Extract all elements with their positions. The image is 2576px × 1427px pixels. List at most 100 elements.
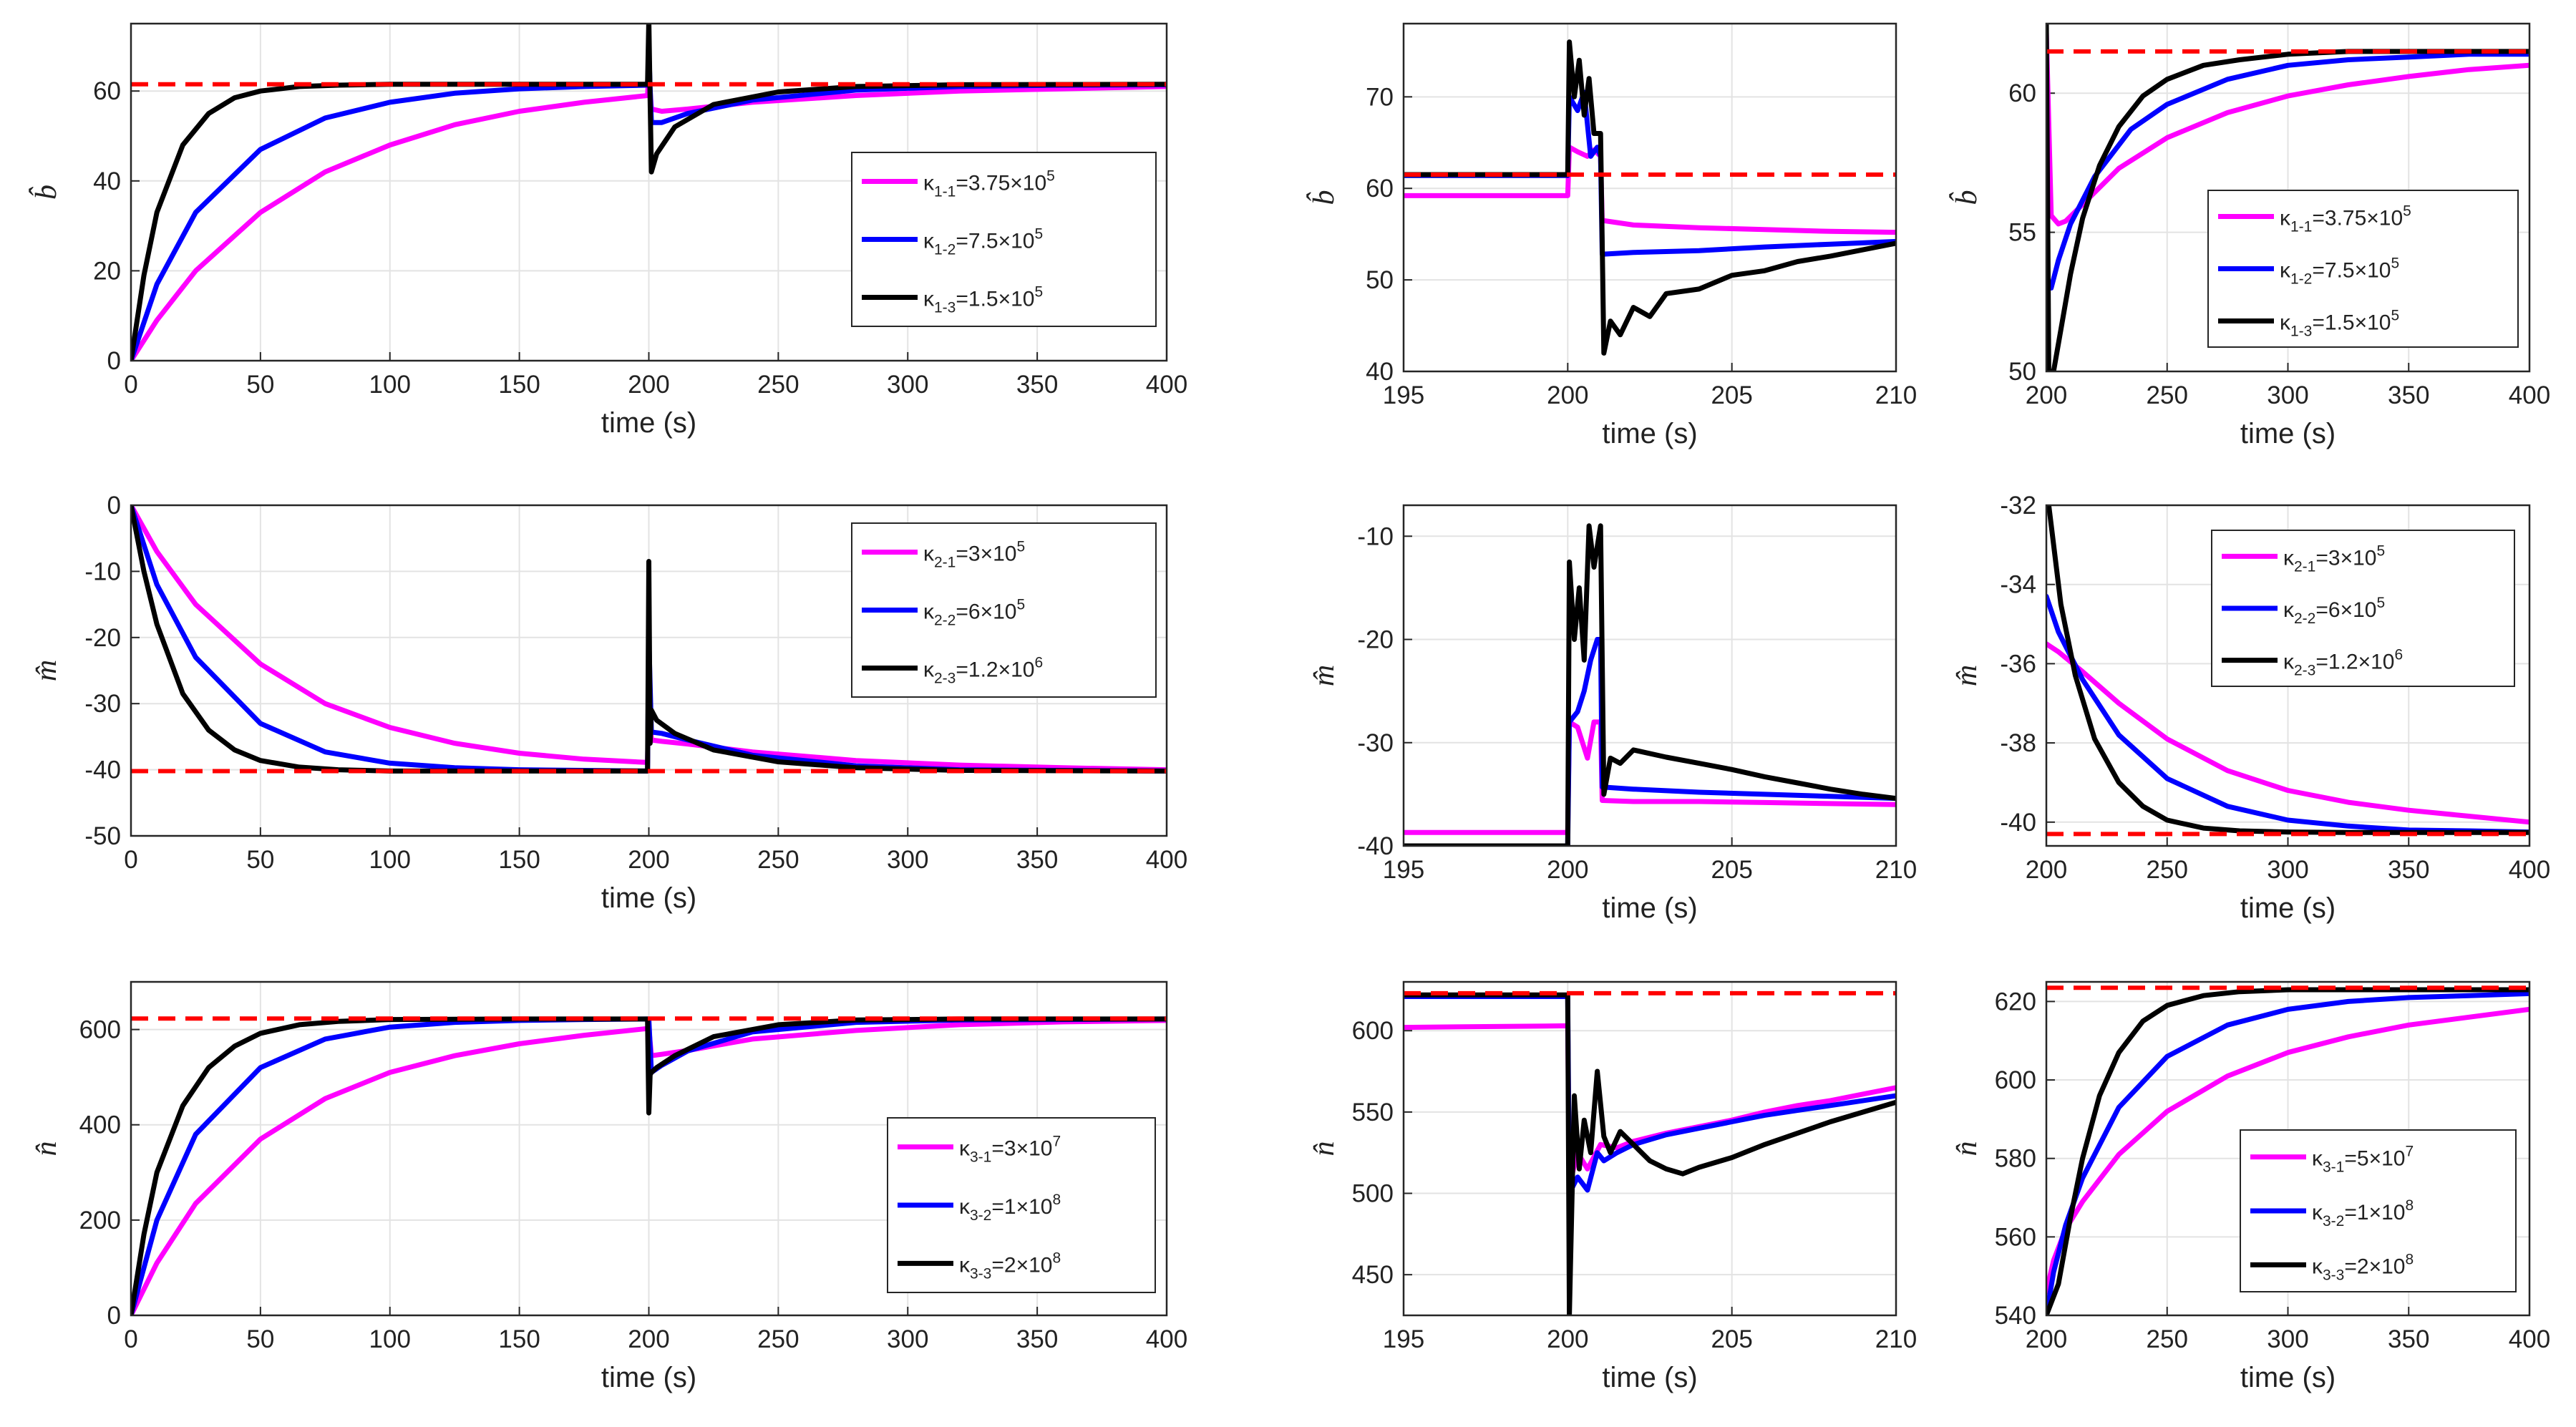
chart-n-zoom2: 200 250 300 350 400 540 560 580 600 620 time (s) n̂…	[1950, 980, 2550, 1393]
chart-b-full: 0 50 100 150 200 250 300 350 400 0 20 40 60 time (s) b…	[29, 22, 1187, 439]
x-tick-label: 205	[1711, 1325, 1752, 1353]
y-tick-label: 55	[2008, 219, 2036, 247]
x-tick-label: 200	[628, 371, 669, 399]
x-tick-label: 400	[2509, 1325, 2550, 1353]
x-tick-label: 150	[498, 1325, 540, 1353]
x-tick-label: 350	[1016, 371, 1058, 399]
chart-m-zoom2: 200 250 300 350 400 -40 -38 -36 -34 -32 time (s) m̂…	[1950, 492, 2550, 924]
x-tick-label: 250	[2147, 1325, 2188, 1353]
legend: κ3-1=3×107 κ3-2=1×108 κ3-3=2×108	[887, 1117, 1156, 1293]
y-tick-label: -20	[84, 624, 121, 652]
legend-label: κ1-3=1.5×105	[923, 284, 1043, 316]
axes-frame	[130, 504, 1168, 837]
y-tick-label: 550	[1352, 1099, 1394, 1126]
series-group	[1404, 39, 1896, 356]
y-tick-label: -34	[2000, 571, 2036, 599]
x-tick-label: 200	[1547, 381, 1588, 409]
y-tick-label: -10	[84, 557, 121, 585]
x-tick-label: 250	[2147, 381, 2188, 409]
y-tick-label: -30	[1357, 729, 1394, 757]
y-tick-label: 600	[1995, 1066, 2036, 1094]
legend-label: κ1-2=7.5×105	[923, 226, 1043, 258]
y-tick-label: 0	[107, 347, 121, 375]
series-group	[1404, 990, 1896, 1315]
legend-label: κ1-1=3.75×105	[923, 168, 1055, 200]
chart-n-full: 0 50 100 150 200 250 300 350 400 0 200 400 600 time (…	[30, 980, 1187, 1393]
chart-b-zoom1: 195 200 205 210 40 50 60 70 time (s) b̂	[1306, 22, 1917, 449]
x-tick-label: 195	[1383, 1325, 1424, 1353]
legend: κ2-1=3×105 κ2-2=6×105 κ2-3=1.2×106	[2211, 530, 2515, 687]
y-tick-label: 200	[79, 1207, 121, 1234]
series-line	[2046, 987, 2529, 1315]
y-tick-label: 400	[79, 1111, 121, 1139]
y-axis-label: m̂	[30, 660, 63, 681]
x-tick-label: 350	[2388, 856, 2429, 884]
y-axis-label: b̂	[1949, 190, 1983, 205]
series-line	[1404, 992, 1896, 1315]
y-tick-label: -40	[84, 756, 121, 784]
legend-label: κ1-2=7.5×105	[2280, 255, 2399, 288]
x-tick-label: 350	[2388, 381, 2429, 409]
axes-frame	[2045, 504, 2531, 847]
x-tick-label: 195	[1383, 856, 1424, 884]
y-tick-label: 60	[1366, 175, 1394, 203]
x-tick-label: 150	[498, 371, 540, 399]
x-tick-label: 400	[1146, 371, 1187, 399]
y-tick-label: 450	[1352, 1261, 1394, 1289]
y-tick-label: 50	[2008, 358, 2036, 386]
x-tick-label: 100	[369, 846, 411, 874]
y-tick-label: 600	[1352, 1017, 1394, 1045]
legend-label: κ2-3=1.2×106	[923, 655, 1043, 687]
legend: κ3-1=5×107 κ3-2=1×108 κ3-3=2×108	[2240, 1129, 2517, 1292]
y-tick-label: -40	[2000, 809, 2036, 837]
x-tick-label: 210	[1875, 381, 1917, 409]
x-tick-label: 300	[2267, 1325, 2308, 1353]
x-tick-label: 200	[2026, 856, 2067, 884]
legend-label: κ3-1=3×107	[959, 1134, 1061, 1166]
y-axis-label: n̂	[1950, 1141, 1983, 1156]
x-tick-label: 200	[628, 1325, 669, 1353]
x-tick-label: 50	[246, 846, 274, 874]
y-tick-label: -20	[1357, 626, 1394, 654]
x-tick-label: 250	[757, 846, 799, 874]
chart-m-full: 0 50 100 150 200 250 300 350 400 -50 -40 -30 -20 -10 0…	[30, 492, 1187, 914]
x-tick-label: 0	[124, 846, 137, 874]
axes-frame	[1402, 980, 1897, 1317]
series-line	[131, 24, 1167, 361]
legend-label: κ3-3=2×108	[959, 1250, 1061, 1282]
x-tick-label: 350	[1016, 1325, 1058, 1353]
x-tick-label: 205	[1711, 856, 1752, 884]
x-tick-label: 300	[887, 1325, 928, 1353]
series-group	[131, 24, 1167, 361]
x-tick-label: 200	[628, 846, 669, 874]
y-tick-label: -50	[84, 822, 121, 850]
y-axis-label: b̂	[29, 185, 63, 200]
y-axis-label: n̂	[30, 1141, 63, 1156]
series-line	[2046, 52, 2529, 291]
y-tick-label: 540	[1995, 1302, 2036, 1330]
x-tick-label: 150	[498, 846, 540, 874]
axes-frame	[130, 980, 1168, 1317]
x-tick-label: 250	[757, 371, 799, 399]
plot-area	[1404, 982, 1896, 1315]
x-tick-label: 200	[2026, 381, 2067, 409]
x-tick-label: 400	[2509, 856, 2550, 884]
x-tick-label: 300	[2267, 381, 2308, 409]
series-line	[1404, 39, 1896, 356]
x-axis-label: time (s)	[2240, 1362, 2336, 1393]
series-line	[2046, 24, 2529, 371]
legend-label: κ2-2=6×105	[923, 597, 1025, 629]
y-tick-label: 20	[93, 257, 121, 285]
y-tick-label: 0	[107, 492, 121, 520]
x-axis-label: time (s)	[1602, 1362, 1697, 1393]
x-tick-label: 400	[1146, 1325, 1187, 1353]
legend-label: κ3-2=1×108	[2312, 1197, 2414, 1229]
y-tick-label: -38	[2000, 729, 2036, 757]
y-tick-label: 50	[1366, 266, 1394, 294]
x-tick-label: 250	[2147, 856, 2188, 884]
y-tick-label: -30	[84, 690, 121, 718]
y-tick-label: 40	[93, 167, 121, 195]
y-tick-label: 560	[1995, 1223, 2036, 1251]
y-axis-label: n̂	[1308, 1141, 1341, 1156]
y-tick-label: 600	[79, 1016, 121, 1044]
